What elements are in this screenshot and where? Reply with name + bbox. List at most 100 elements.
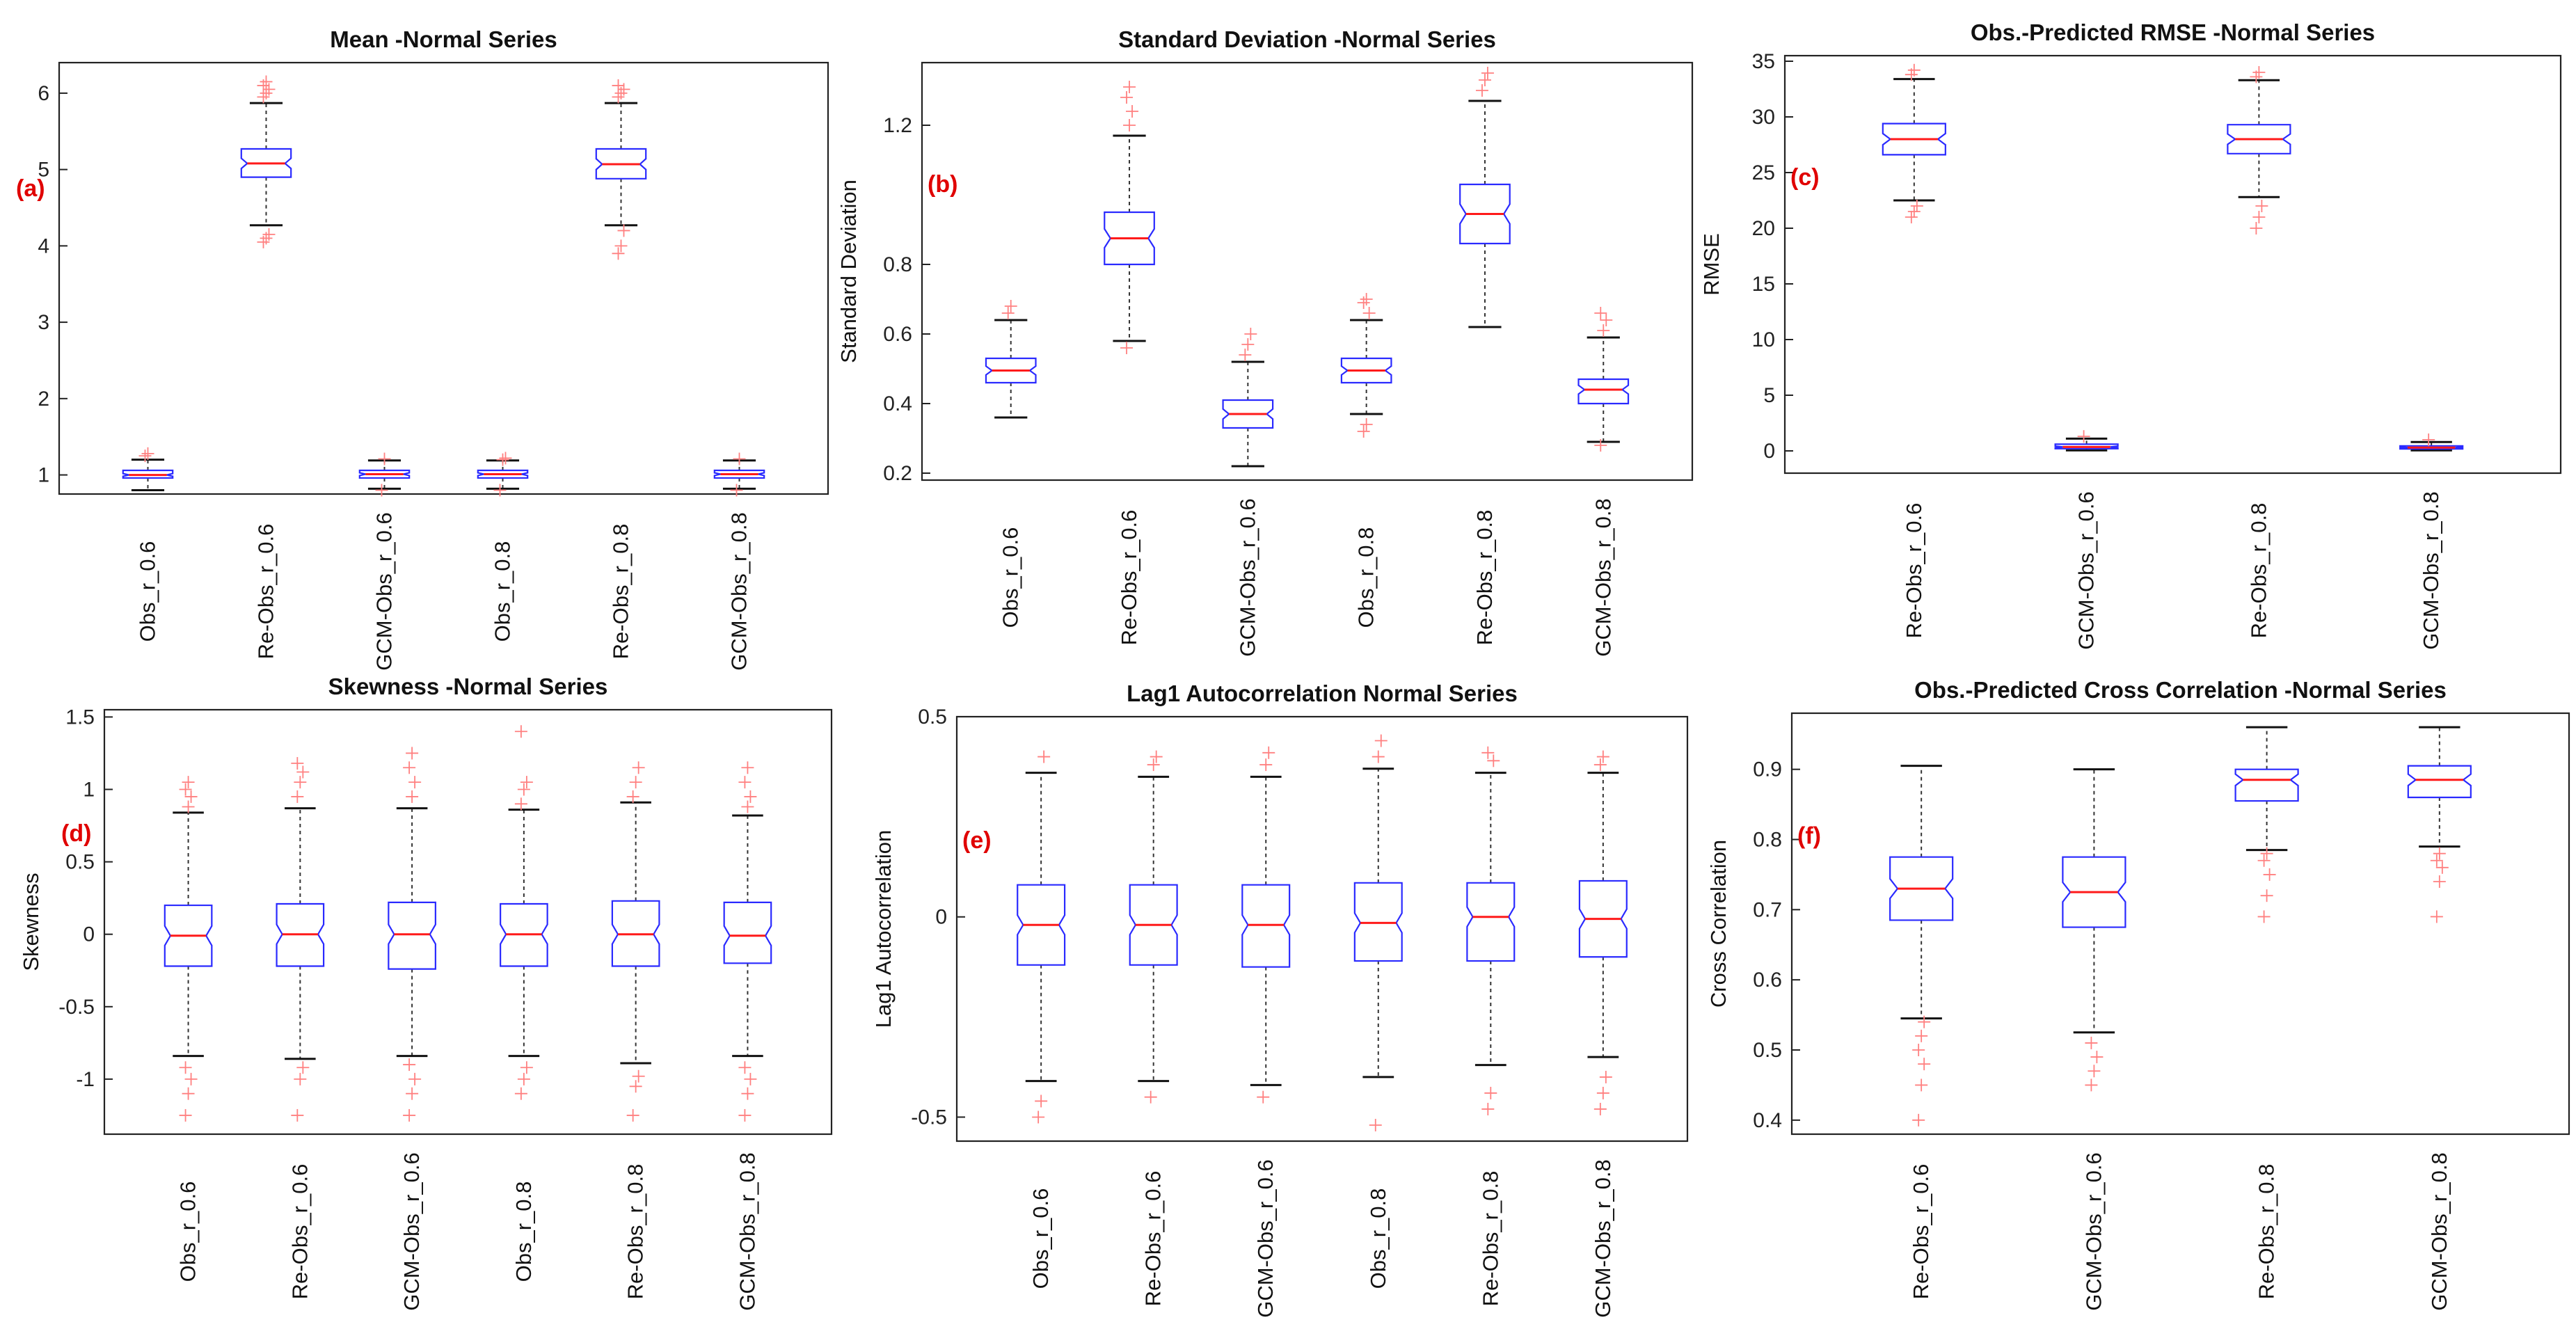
box-5 (1459, 67, 1511, 328)
box-body (723, 901, 772, 964)
box-5 (1466, 746, 1516, 1115)
box-4 (477, 452, 529, 497)
y-tick-label: 6 (38, 82, 49, 105)
y-tick-label: 0.7 (1753, 898, 1782, 921)
y-tick-label: 5 (1763, 384, 1775, 407)
box-2 (240, 75, 292, 248)
chart-title: Obs.-Predicted RMSE -Normal Series (1971, 19, 2375, 45)
y-tick-label: 1.5 (65, 706, 95, 729)
plot-frame (921, 61, 1694, 482)
box-1 (1017, 750, 1066, 1124)
panel-5: Lag1 Autocorrelation Normal Series -0.5 0 0… (871, 681, 1689, 1318)
box-6 (723, 761, 772, 1122)
category-label: Obs_r_0.8 (511, 1181, 536, 1282)
y-tick-label: 15 (1752, 273, 1775, 296)
y-axis-label: Lag1 Autocorrelation (871, 830, 896, 1028)
y-tick-label: 1 (38, 464, 49, 487)
box-body (1459, 183, 1511, 245)
y-tick-label: 0.6 (1753, 969, 1782, 992)
box-2 (2054, 430, 2119, 452)
box-body (595, 148, 647, 180)
category-label: GCM-Obs_r_0.8 (1591, 498, 1615, 656)
box-body (1340, 357, 1392, 384)
box-body (2054, 443, 2119, 449)
plot-frame (1790, 712, 2570, 1136)
chart-title: Mean -Normal Series (330, 26, 557, 52)
box-4 (2407, 726, 2472, 923)
panel-label: (b) (928, 171, 957, 198)
category-label: GCM-Obs_r_0.8 (727, 512, 752, 670)
panel-label: (d) (61, 820, 91, 847)
box-4 (500, 725, 548, 1100)
box-body (985, 357, 1037, 384)
panel-label: (e) (962, 827, 992, 854)
box-body (500, 902, 548, 967)
panel-4: Skewness -Normal Series -1 -0.5 0 0.5 1 1.5 Ske… (19, 674, 833, 1311)
box-6 (1577, 307, 1630, 452)
chart-title: Standard Deviation -Normal Series (1118, 26, 1496, 52)
y-tick-label: 0.5 (65, 851, 95, 874)
category-label: GCM-Obs_r_0.6 (2074, 491, 2099, 649)
y-tick-label: 0.8 (883, 253, 912, 276)
box-body (1577, 378, 1630, 405)
box-1 (1889, 765, 1954, 1127)
y-tick-label: 35 (1752, 50, 1775, 73)
box-body (164, 904, 213, 967)
box-3 (2234, 726, 2299, 923)
y-axis-label: Cross Correlation (1706, 840, 1731, 1008)
category-label: GCM-Obs_r_0.8 (735, 1152, 759, 1310)
y-tick-label: 0 (935, 906, 947, 929)
category-label: GCM-Obs_r_0.8 (2419, 491, 2443, 649)
box-body (477, 469, 529, 479)
box-2 (2062, 768, 2126, 1092)
category-label: GCM-Obs_r_0.8 (1591, 1159, 1615, 1317)
plot-frame (955, 715, 1689, 1143)
category-label: Re-Obs_r_0.6 (1909, 1164, 1933, 1300)
category-label: Obs_r_0.8 (491, 541, 515, 642)
box-4 (1340, 293, 1392, 438)
box-4 (2399, 433, 2464, 452)
box-body (358, 469, 411, 479)
y-tick-label: 0 (1763, 440, 1775, 463)
box-body (276, 902, 325, 967)
category-label: Re-Obs_r_0.6 (287, 1164, 312, 1300)
box-body (2234, 768, 2299, 802)
chart-title: Lag1 Autocorrelation Normal Series (1127, 681, 1518, 706)
box-5 (595, 79, 647, 260)
panel-label: (f) (1797, 823, 1821, 850)
box-body (1129, 884, 1178, 966)
category-label: Re-Obs_r_0.6 (254, 524, 278, 660)
y-tick-label: 1.2 (883, 114, 912, 137)
box-body (1241, 884, 1291, 968)
category-label: Re-Obs_r_0.8 (1472, 510, 1497, 646)
box-1 (1882, 63, 1946, 223)
box-3 (388, 747, 436, 1122)
category-label: Obs_r_0.8 (1354, 527, 1378, 628)
box-1 (164, 776, 213, 1122)
plot-frame (103, 708, 833, 1136)
y-tick-label: 0.8 (1753, 829, 1782, 852)
box-1 (122, 447, 174, 492)
y-tick-label: -1 (76, 1068, 95, 1091)
box-6 (713, 452, 765, 497)
box-3 (1222, 328, 1274, 468)
category-label: Re-Obs_r_0.8 (2255, 1164, 2279, 1300)
y-tick-label: -0.5 (911, 1106, 947, 1129)
category-label: Obs_r_0.6 (136, 541, 160, 642)
y-tick-label: 0.4 (883, 392, 912, 415)
panel-label: (c) (1790, 164, 1820, 191)
box-body (122, 469, 174, 479)
category-label: Re-Obs_r_0.8 (1478, 1171, 1502, 1307)
box-body (1353, 882, 1403, 962)
category-label: Re-Obs_r_0.6 (1117, 510, 1141, 646)
box-body (2407, 765, 2472, 799)
category-label: GCM-Obs_r_0.6 (399, 1152, 424, 1310)
box-body (1017, 884, 1066, 966)
panel-label: (a) (16, 175, 45, 202)
y-axis-label: Skewness (19, 873, 43, 971)
panel-6: Obs.-Predicted Cross Correlation -Normal… (1706, 677, 2570, 1311)
box-body (2399, 445, 2464, 450)
y-tick-label: 0 (83, 923, 95, 946)
category-label: Re-Obs_r_0.8 (2246, 503, 2271, 639)
